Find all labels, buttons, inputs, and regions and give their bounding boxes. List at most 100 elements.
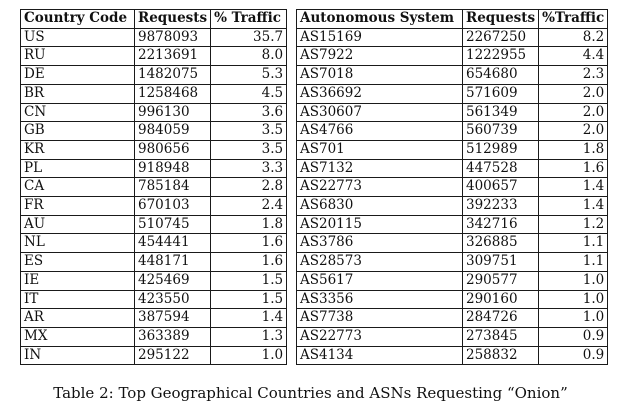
table-row: AS36692 571609 2.0 (296, 83, 609, 104)
table-row: AR 387594 1.4 (20, 308, 288, 328)
requests-cell: 918948 (133, 158, 212, 179)
requests-cell: 1222955 (461, 46, 540, 67)
table-row: AS22773 273845 0.9 (296, 326, 609, 347)
traffic-cell: 1.3 (210, 326, 288, 347)
traffic-cell: 0.9 (538, 326, 609, 347)
country-code-cell: AU (20, 214, 135, 235)
requests-cell: 2267250 (461, 27, 540, 48)
requests-cell: 996130 (133, 102, 212, 123)
country-code-cell: IN (20, 345, 135, 366)
asn-cell: AS7018 (296, 65, 463, 85)
table-row: AS7922 1222955 4.4 (296, 46, 609, 67)
table-row: FR 670103 2.4 (20, 196, 288, 216)
asn-cell: AS3786 (296, 233, 463, 254)
requests-cell: 980656 (133, 139, 212, 160)
requests-cell: 1258468 (133, 83, 212, 104)
country-code-cell: KR (20, 139, 135, 160)
asn-cell: AS30607 (296, 102, 463, 123)
requests-cell: 670103 (133, 196, 212, 216)
requests-cell: 512989 (461, 139, 540, 160)
asn-cell: AS7738 (296, 308, 463, 328)
traffic-cell: 0.9 (538, 345, 609, 366)
traffic-cell: 3.6 (210, 102, 288, 123)
country-code-cell: RU (20, 46, 135, 67)
requests-cell: 392233 (461, 196, 540, 216)
traffic-cell: 5.3 (210, 65, 288, 85)
asn-cell: AS22773 (296, 326, 463, 347)
requests-cell: 9878093 (133, 27, 212, 48)
country-code-cell: PL (20, 158, 135, 179)
asn-cell: AS701 (296, 139, 463, 160)
asn-table: Autonomous System Requests %Traffic AS15… (296, 9, 609, 366)
country-code-cell: GB (20, 121, 135, 141)
requests-cell: 2213691 (133, 46, 212, 67)
requests-cell: 785184 (133, 177, 212, 198)
table-row: AS3356 290160 1.0 (296, 289, 609, 310)
table-row: NL 454441 1.6 (20, 233, 288, 254)
asn-cell: AS4766 (296, 121, 463, 141)
table-row: AS30607 561349 2.0 (296, 102, 609, 123)
requests-cell: 571609 (461, 83, 540, 104)
requests-cell: 561349 (461, 102, 540, 123)
traffic-cell: 35.7 (210, 27, 288, 48)
traffic-cell: 1.2 (538, 214, 609, 235)
table-row: AS4766 560739 2.0 (296, 121, 609, 141)
table-row: AS20115 342716 1.2 (296, 214, 609, 235)
traffic-cell: 1.6 (210, 233, 288, 254)
table-row: CN 996130 3.6 (20, 102, 288, 123)
traffic-cell: 1.1 (538, 252, 609, 272)
asn-cell: AS5617 (296, 270, 463, 291)
country-code-cell: CN (20, 102, 135, 123)
traffic-cell: 8.2 (538, 27, 609, 48)
country-code-cell: IE (20, 270, 135, 291)
asn-cell: AS20115 (296, 214, 463, 235)
traffic-cell: 2.4 (210, 196, 288, 216)
table-row: AS7738 284726 1.0 (296, 308, 609, 328)
asn-cell: AS22773 (296, 177, 463, 198)
table-row: AS6830 392233 1.4 (296, 196, 609, 216)
asn-cell: AS3356 (296, 289, 463, 310)
traffic-cell: 2.0 (538, 121, 609, 141)
traffic-cell: 3.3 (210, 158, 288, 179)
traffic-cell: 1.4 (538, 177, 609, 198)
table-row: AS5617 290577 1.0 (296, 270, 609, 291)
table-row: AS7132 447528 1.6 (296, 158, 609, 179)
table-row: AS4134 258832 0.9 (296, 345, 609, 366)
requests-cell: 326885 (461, 233, 540, 254)
traffic-cell: 1.0 (210, 345, 288, 366)
country-code-cell: FR (20, 196, 135, 216)
table-row: AS28573 309751 1.1 (296, 252, 609, 272)
traffic-cell: 1.8 (210, 214, 288, 235)
traffic-cell: 3.5 (210, 139, 288, 160)
table-row: IE 425469 1.5 (20, 270, 288, 291)
table-row: MX 363389 1.3 (20, 326, 288, 347)
table-row: US 9878093 35.7 (20, 27, 288, 48)
requests-cell: 447528 (461, 158, 540, 179)
requests-cell: 387594 (133, 308, 212, 328)
traffic-cell: 2.3 (538, 65, 609, 85)
requests-cell: 290160 (461, 289, 540, 310)
traffic-cell: 1.0 (538, 308, 609, 328)
requests-cell: 1482075 (133, 65, 212, 85)
traffic-cell: 1.5 (210, 270, 288, 291)
country-code-cell: BR (20, 83, 135, 104)
table-row: IT 423550 1.5 (20, 289, 288, 310)
requests-cell: 342716 (461, 214, 540, 235)
traffic-cell: 1.0 (538, 270, 609, 291)
country-table: Country Code Requests % Traffic US 987809… (20, 9, 288, 366)
table-row: PL 918948 3.3 (20, 158, 288, 179)
requests-cell: 295122 (133, 345, 212, 366)
requests-cell: 273845 (461, 326, 540, 347)
column-header-requests: Requests (461, 9, 540, 29)
column-header-autonomous-system: Autonomous System (296, 9, 463, 29)
traffic-cell: 1.4 (538, 196, 609, 216)
table-row: AS3786 326885 1.1 (296, 233, 609, 254)
traffic-cell: 1.1 (538, 233, 609, 254)
column-header-requests: Requests (133, 9, 212, 29)
column-header-traffic: % Traffic (210, 9, 288, 29)
requests-cell: 423550 (133, 289, 212, 310)
table-row: KR 980656 3.5 (20, 139, 288, 160)
table-row: RU 2213691 8.0 (20, 46, 288, 67)
country-code-cell: MX (20, 326, 135, 347)
traffic-cell: 1.6 (538, 158, 609, 179)
